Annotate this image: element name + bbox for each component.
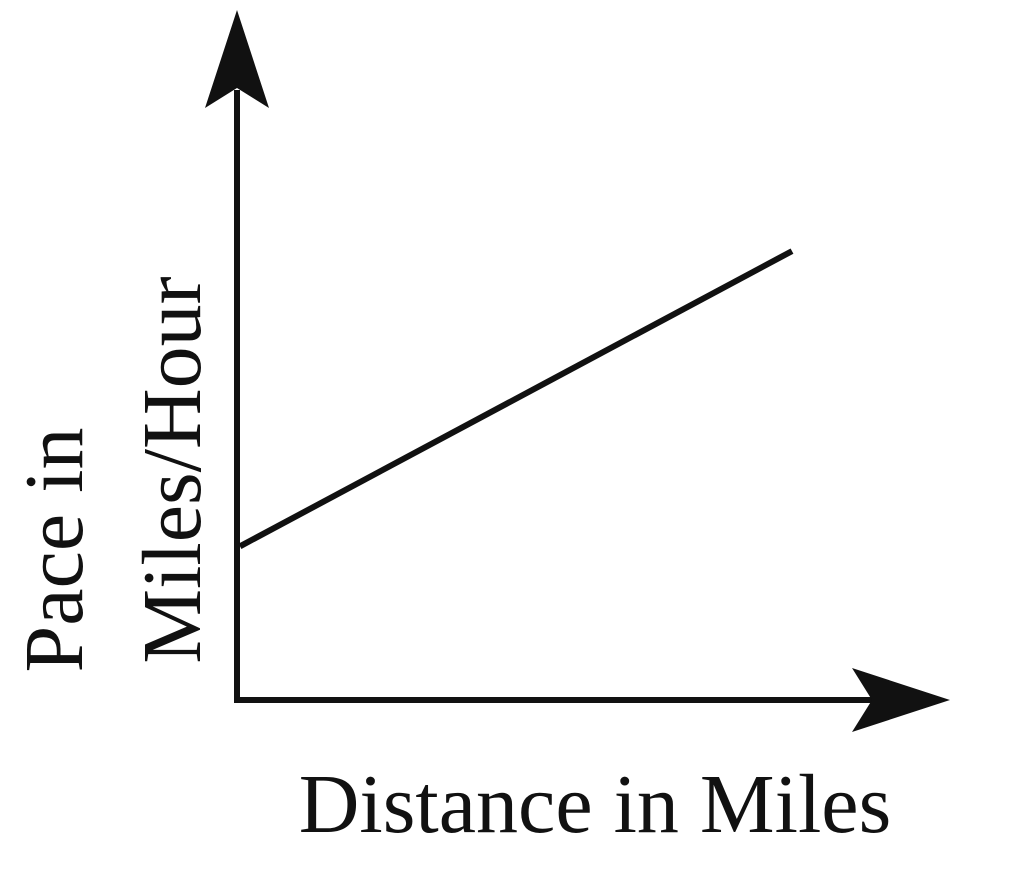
x-axis-label: Distance in Miles	[299, 758, 892, 851]
series-line-0	[238, 248, 794, 549]
series-layer	[238, 248, 794, 549]
x-axis-arrowhead	[852, 668, 950, 732]
axes	[205, 10, 950, 732]
y-axis-label-line-1: Pace in	[8, 428, 101, 673]
y-axis-arrowhead	[205, 10, 269, 108]
y-axis-label-line-2: Miles/Hour	[126, 276, 219, 663]
